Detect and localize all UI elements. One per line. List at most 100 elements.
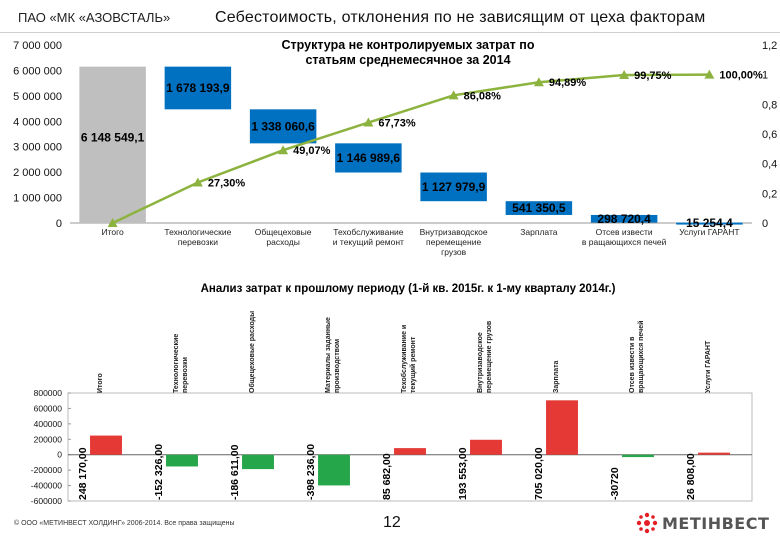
metinvest-logo: МЕТІНВЕСТ: [636, 512, 776, 534]
y-left-tick: 2 000 000: [13, 167, 62, 179]
logo-mark-icon: [636, 512, 658, 534]
category-label: Общецеховые расходы: [248, 311, 256, 393]
deviation-value-label: -398 236,00: [305, 444, 317, 500]
deviation-value-label: 193 553,00: [457, 447, 469, 500]
category-label: производством: [334, 339, 341, 393]
category-label: Внутризаводское: [477, 332, 484, 393]
value-label: 1 338 060,6: [251, 119, 315, 133]
waterfall-bar: [676, 222, 743, 225]
y-right-tick: 0,8: [762, 99, 777, 111]
category-label: Техобслуживание и текущий ремонт: [333, 227, 404, 247]
y-tick: 600000: [34, 403, 63, 413]
deviation-bar: [470, 439, 502, 455]
deviation-bar: [318, 454, 350, 486]
category-label: Зарплата: [520, 227, 557, 237]
category-label: Внутризаводское перемещение грузов: [420, 227, 488, 257]
y-left-tick: 7 000 000: [13, 40, 62, 52]
category-label: перевозки: [182, 357, 189, 393]
category-label: текущий ремонт: [409, 336, 417, 393]
pareto-label: 49,07%: [293, 145, 331, 157]
deviation-bar: [166, 454, 198, 467]
deviation-value-label: 26 808,00: [685, 453, 697, 500]
y-left-tick: 0: [56, 218, 62, 230]
category-label: вращающихся печей: [637, 321, 645, 393]
y-right-tick: 0,6: [762, 129, 777, 141]
category-label: Материалы заданные: [325, 317, 332, 393]
deviation-value-label: -30720: [609, 467, 621, 500]
category-label: Услуги ГАРАНТ: [705, 340, 712, 393]
pareto-marker: [704, 69, 715, 79]
y-tick: 400000: [34, 419, 63, 429]
category-label: Итого: [101, 227, 124, 237]
pareto-marker: [363, 117, 374, 127]
chart1-title: Структура не контролируемых затрат по ста…: [282, 38, 535, 67]
category-label: Итого: [97, 373, 104, 393]
value-label: 541 350,5: [512, 201, 566, 215]
category-label: Технологические: [173, 334, 180, 393]
y-left-tick: 4 000 000: [13, 116, 62, 128]
value-label: 1 146 989,6: [337, 151, 401, 165]
pareto-marker: [448, 90, 459, 100]
plot-frame: [67, 392, 753, 502]
pareto-label: 27,30%: [208, 178, 246, 190]
pareto-label: 86,08%: [464, 90, 502, 102]
y-tick: 200000: [34, 434, 63, 444]
waterfall-bar: [335, 143, 402, 173]
deviation-bar: [242, 454, 274, 470]
y-left-tick: 6 000 000: [13, 65, 62, 77]
deviation-value-label: 248 170,00: [77, 447, 89, 500]
deviation-bar: [546, 400, 578, 455]
waterfall-bar: [505, 201, 573, 215]
waterfall-bar: [164, 66, 232, 110]
deviation-bar: [698, 452, 730, 455]
waterfall-bar: [420, 172, 487, 202]
y-right-tick: 1,2: [762, 40, 777, 52]
category-label: Техобслуживание и: [400, 325, 408, 393]
y-left-tick: 3 000 000: [13, 142, 62, 154]
pareto-marker: [533, 77, 544, 87]
y-tick: -400000: [31, 481, 62, 491]
pareto-label: 99,75%: [634, 70, 672, 82]
category-label: Зарплата: [553, 360, 560, 393]
value-label: 1 678 193,9: [166, 81, 230, 95]
chart2-title: Анализ затрат к прошлому периоду (1-й кв…: [201, 283, 616, 295]
value-label: 1 127 979,9: [422, 180, 486, 194]
y-right-tick: 1: [762, 70, 768, 82]
waterfall-pareto-chart: 0 1 000 000 2 000 000 3 000 000 4 000 000 5 0…: [13, 38, 777, 257]
category-label: Общецеховые расходы: [255, 227, 312, 247]
waterfall-bar: [249, 109, 317, 144]
header-divider: [0, 32, 780, 33]
pareto-label: 67,73%: [378, 118, 416, 130]
value-label: 6 148 549,1: [81, 131, 145, 145]
pareto-marker: [619, 70, 630, 80]
y-right-tick: 0,2: [762, 188, 777, 200]
category-label: Отсев извести в: [629, 336, 636, 393]
value-label: 298 720,4: [597, 212, 651, 226]
category-label: перемещение грузов: [486, 320, 493, 393]
waterfall-bar: [590, 214, 658, 223]
pareto-label: 100,00%: [719, 70, 763, 82]
deviation-value-label: -152 326,00: [153, 444, 165, 500]
y-right-tick: 0,4: [762, 159, 777, 171]
y-tick: -200000: [31, 465, 62, 475]
category-label: Услуги ГАРАНТ: [679, 227, 739, 237]
page-title: Себестоимость, отклонения по не зависящи…: [215, 9, 706, 26]
category-label: Отсев извести в ращающихся печей: [582, 227, 667, 247]
y-tick: -600000: [31, 496, 62, 506]
deviation-value-label: 85 682,00: [381, 453, 393, 500]
y-tick: 800000: [34, 388, 63, 398]
company-name: ПАО «МК «АЗОВСТАЛЬ»: [18, 10, 171, 25]
logo-text: МЕТІНВЕСТ: [662, 514, 770, 533]
footer-copyright: © ООО «МЕТИНВЕСТ ХОЛДИНГ» 2006-2014. Все…: [14, 520, 235, 527]
deviation-bar: [622, 454, 654, 458]
waterfall-bar: [79, 66, 146, 223]
deviation-bar: [394, 448, 426, 455]
deviation-bar: [90, 435, 122, 455]
pareto-line: [112, 73, 710, 225]
pareto-marker: [107, 218, 118, 227]
pareto-marker: [278, 145, 289, 155]
page-number: 12: [383, 514, 401, 531]
value-label: 15 254,4: [686, 216, 733, 230]
y-left-tick: 5 000 000: [13, 91, 62, 103]
